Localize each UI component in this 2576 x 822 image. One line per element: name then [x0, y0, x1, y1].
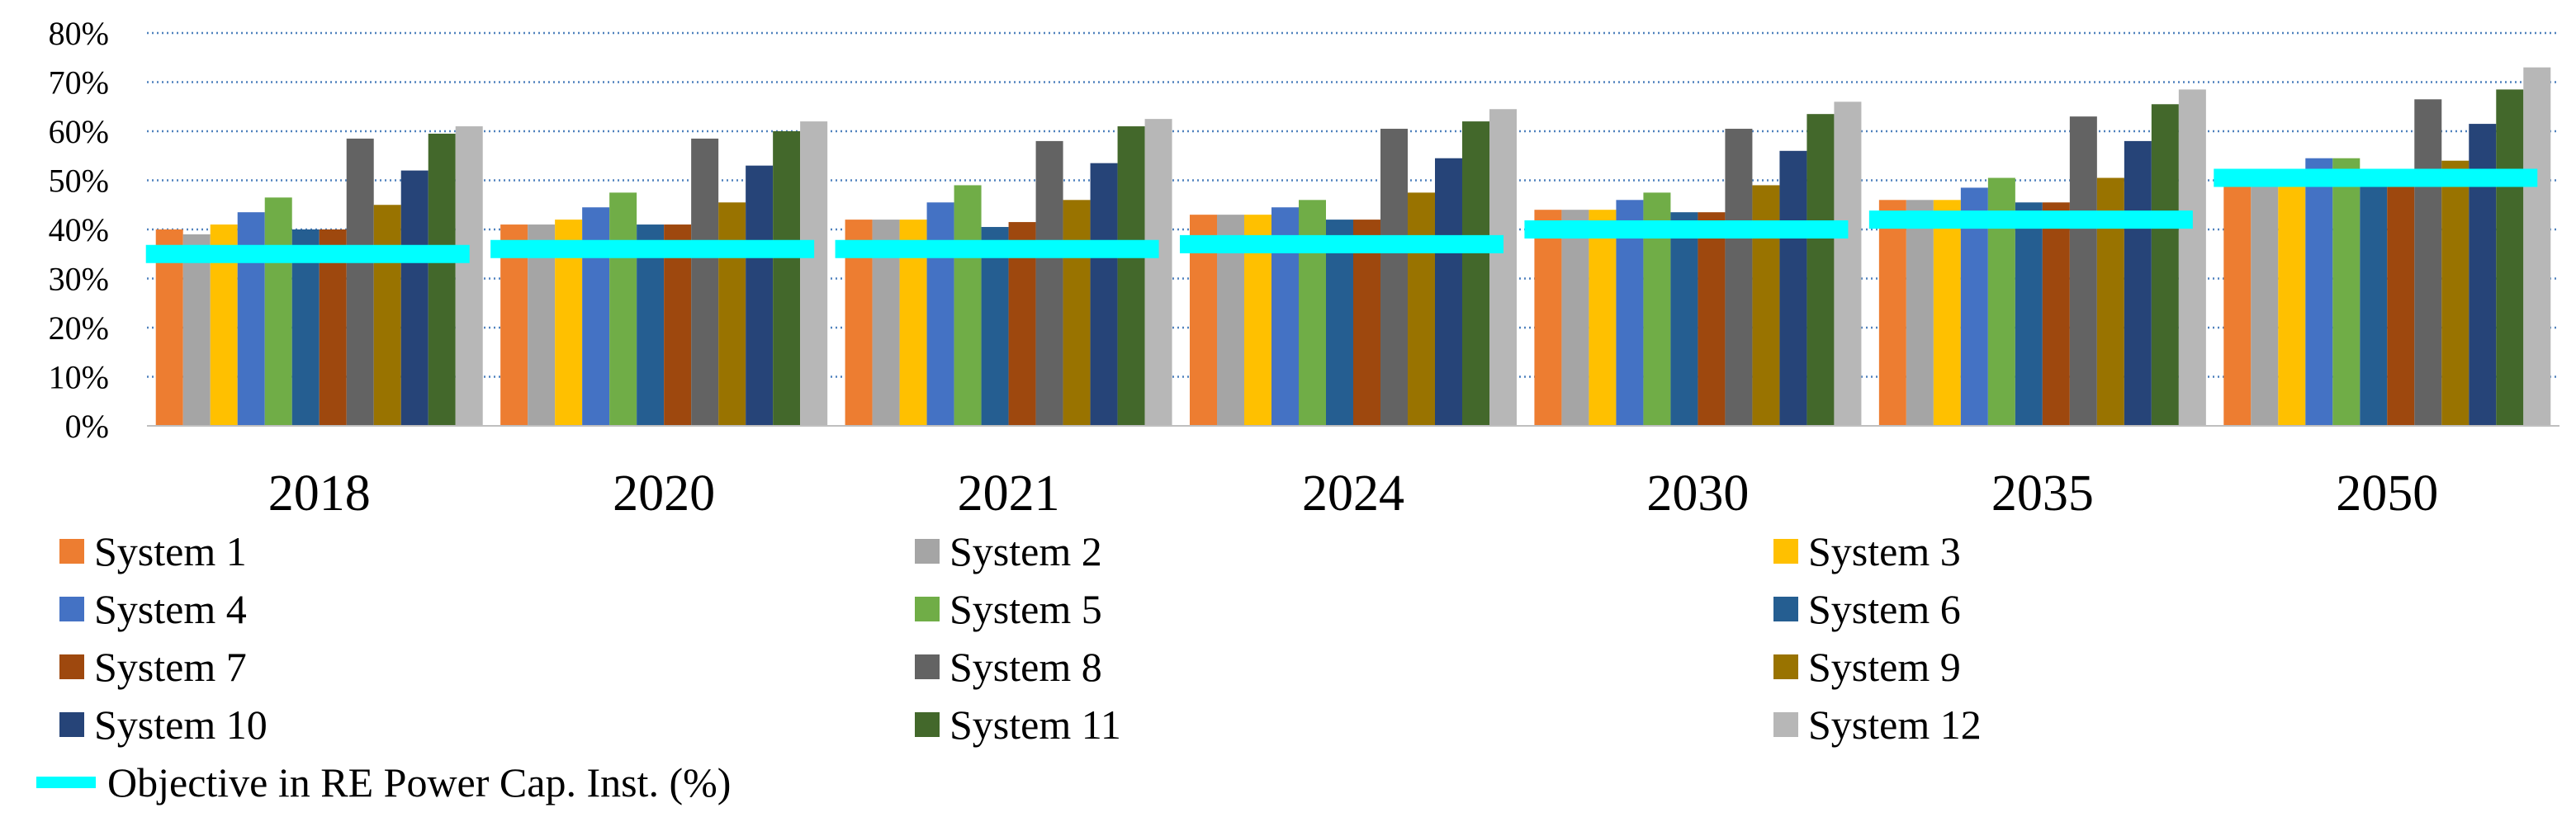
bar: [264, 197, 292, 426]
y-tick-label: 40%: [49, 211, 109, 248]
bar: [2332, 158, 2361, 426]
bar: [1090, 163, 1118, 427]
bar: [1534, 210, 1562, 426]
bar: [1779, 150, 1807, 427]
bar: [1807, 114, 1835, 427]
bar: [981, 227, 1009, 426]
bar: [1698, 212, 1726, 426]
bar: [1117, 126, 1145, 427]
bar: [800, 121, 828, 426]
bar: [1063, 200, 1091, 427]
bar: [182, 234, 211, 426]
bar: [237, 212, 265, 426]
bar: [1299, 200, 1326, 427]
x-tick-label: 2024: [1302, 465, 1404, 522]
bar: [428, 133, 456, 426]
bar: [1561, 210, 1589, 426]
bar: [746, 165, 774, 426]
bar: [2278, 180, 2306, 426]
bar: [1489, 109, 1517, 426]
bar: [373, 205, 401, 426]
y-tick-label: 70%: [49, 64, 109, 102]
bar: [954, 185, 982, 426]
x-tick-label: 2030: [1646, 465, 1749, 522]
bar: [773, 131, 801, 426]
y-tick-label: 50%: [49, 163, 109, 200]
objective-lines: [145, 168, 2538, 263]
x-tick-label: 2035: [1991, 465, 2094, 522]
bar: [1589, 210, 1617, 426]
bar: [1834, 102, 1862, 427]
bar: [400, 170, 429, 426]
bar: [1144, 119, 1172, 426]
bar: [1435, 158, 1462, 426]
bar: [2441, 160, 2469, 426]
bar: [2305, 158, 2333, 426]
bar: [1462, 121, 1489, 426]
y-axis-ticks: 0% 10% 20% 30% 40% 50% 60% 70% 80%: [49, 15, 109, 445]
x-tick-label: 2021: [958, 465, 1060, 522]
bar: [2387, 185, 2415, 426]
bar: [1933, 200, 1961, 427]
y-tick-label: 80%: [49, 15, 109, 52]
bar: [1725, 129, 1753, 426]
bar: [1408, 192, 1435, 426]
y-tick-label: 10%: [49, 359, 109, 396]
bar: [2223, 180, 2252, 426]
bar: [1878, 200, 1906, 427]
bar: [2042, 202, 2070, 426]
bar: [1353, 220, 1380, 426]
bar: [1035, 140, 1063, 426]
bar: [691, 138, 719, 427]
bar: [2414, 99, 2442, 426]
bar: [1670, 212, 1698, 426]
bar: [2124, 140, 2152, 426]
bar: [2360, 185, 2388, 426]
bar: [2178, 89, 2206, 427]
bar: [609, 192, 637, 426]
y-tick-label: 30%: [49, 261, 109, 298]
x-tick-label: 2020: [613, 465, 715, 522]
y-tick-label: 20%: [49, 309, 109, 347]
bar: [718, 202, 746, 426]
bar: [1380, 129, 1408, 426]
bar: [346, 138, 374, 427]
bar: [2251, 185, 2279, 426]
x-axis-ticks: 2018 2020 2021 2024 2030 2035 2050: [268, 465, 2439, 522]
y-tick-label: 60%: [49, 113, 109, 150]
bar: [455, 126, 483, 427]
x-tick-label: 2018: [268, 465, 371, 522]
bar: [2496, 89, 2524, 427]
bar: [2015, 202, 2043, 426]
bar: [2069, 116, 2097, 426]
bar: [2151, 104, 2179, 427]
bar: [1326, 220, 1353, 426]
bar: [926, 202, 954, 426]
bar: [2523, 67, 2551, 427]
x-tick-label: 2050: [2336, 465, 2438, 522]
y-tick-label: 0%: [65, 408, 109, 445]
bar: [1906, 200, 1934, 427]
